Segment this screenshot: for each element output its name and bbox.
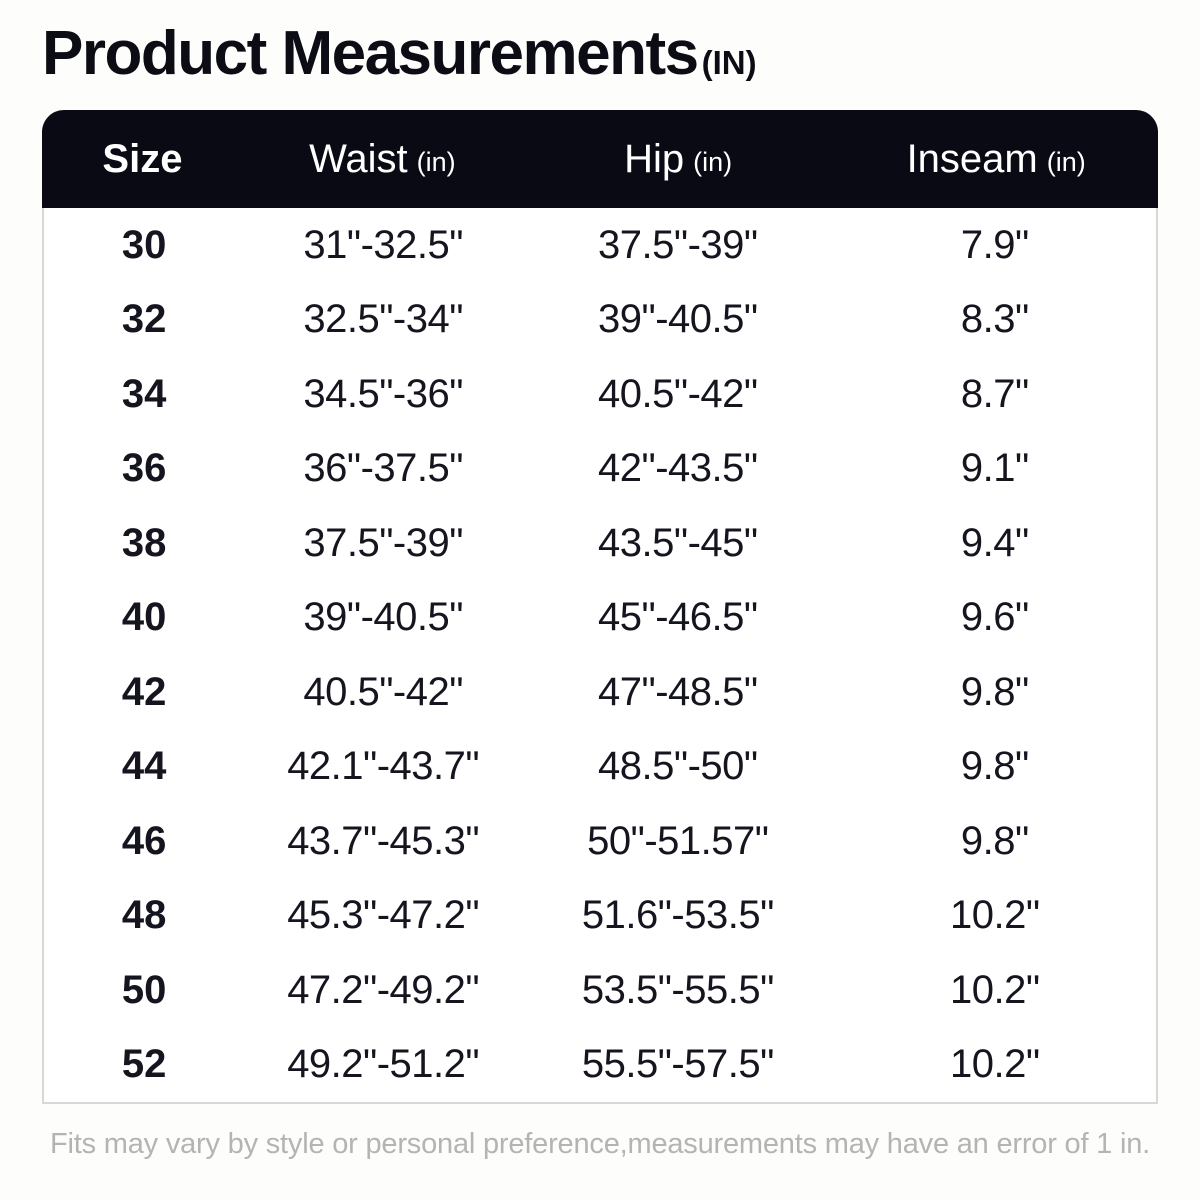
size-cell: 30 [121,222,167,267]
hip-cell: 53.5"-55.5" [581,967,774,1012]
waist-cell: 42.1"-43.7" [287,744,480,789]
waist-cell: 37.5"-39" [303,520,463,565]
inseam-cell: 9.8" [960,744,1029,789]
inseam-cell: 8.3" [960,297,1029,342]
size-cell: 50 [121,967,167,1012]
table-header-row: Size Waist (in) Hip (in) Inseam (in) [42,110,1158,208]
size-cell: 42 [121,669,167,714]
table-row: 30 31"-32.5" 37.5"-39" 7.9" [44,208,1156,283]
inseam-cell: 7.9" [960,222,1029,267]
table-row: 36 36"-37.5" 42"-43.5" 9.1" [44,432,1156,507]
waist-cell: 32.5"-34" [303,297,463,342]
hip-cell: 50"-51.57" [587,818,769,863]
column-unit: (in) [1046,146,1086,177]
table-row: 46 43.7"-45.3" 50"-51.57" 9.8" [44,804,1156,879]
table-row: 38 37.5"-39" 43.5"-45" 9.4" [44,506,1156,581]
waist-cell: 45.3"-47.2" [287,893,480,938]
waist-cell: 40.5"-42" [303,669,463,714]
size-cell: 34 [121,371,167,416]
hip-cell: 39"-40.5" [598,297,758,342]
table-row: 52 49.2"-51.2" 55.5"-57.5" 10.2" [44,1028,1156,1103]
size-cell: 46 [121,818,167,863]
size-cell: 40 [121,595,167,640]
table-row: 44 42.1"-43.7" 48.5"-50" 9.8" [44,730,1156,805]
inseam-cell: 9.8" [960,818,1029,863]
column-label: Hip [624,136,685,181]
hip-cell: 40.5"-42" [598,371,758,416]
waist-cell: 49.2"-51.2" [287,1042,480,1087]
size-cell: 32 [121,297,167,342]
footer-note: Fits may vary by style or personal prefe… [50,1128,1150,1160]
table-row: 34 34.5"-36" 40.5"-42" 8.7" [44,357,1156,432]
inseam-cell: 9.6" [960,595,1029,640]
size-cell: 52 [121,1042,167,1087]
page-title: Product Measurements (IN) [42,18,757,89]
inseam-cell: 9.1" [960,446,1029,491]
size-cell: 44 [121,744,167,789]
column-label: Waist [309,136,408,181]
hip-cell: 47"-48.5" [598,669,758,714]
waist-cell: 34.5"-36" [303,371,463,416]
hip-cell: 45"-46.5" [598,595,758,640]
table-row: 42 40.5"-42" 47"-48.5" 9.8" [44,655,1156,730]
column-header-inseam: Inseam (in) [834,137,1158,182]
size-cell: 38 [121,520,167,565]
hip-cell: 48.5"-50" [598,744,758,789]
size-cell: 48 [121,893,167,938]
waist-cell: 47.2"-49.2" [287,967,480,1012]
column-header-hip: Hip (in) [522,137,834,182]
waist-cell: 43.7"-45.3" [287,818,480,863]
hip-cell: 55.5"-57.5" [581,1042,774,1087]
inseam-cell: 9.8" [960,669,1029,714]
inseam-cell: 8.7" [960,371,1029,416]
waist-cell: 31"-32.5" [303,222,463,267]
inseam-cell: 10.2" [949,893,1040,938]
column-header-waist: Waist (in) [243,137,522,182]
hip-cell: 43.5"-45" [598,520,758,565]
column-header-size: Size [42,137,243,182]
table-row: 50 47.2"-49.2" 53.5"-55.5" 10.2" [44,953,1156,1028]
hip-cell: 42"-43.5" [598,446,758,491]
waist-cell: 39"-40.5" [303,595,463,640]
inseam-cell: 10.2" [949,967,1040,1012]
inseam-cell: 10.2" [949,1042,1040,1087]
hip-cell: 51.6"-53.5" [581,893,774,938]
waist-cell: 36"-37.5" [303,446,463,491]
column-label: Size [102,136,183,181]
table-row: 32 32.5"-34" 39"-40.5" 8.3" [44,283,1156,358]
column-unit: (in) [416,146,456,177]
inseam-cell: 9.4" [960,520,1029,565]
measurements-table: Size Waist (in) Hip (in) Inseam (in) 30 3… [42,110,1158,1104]
page-title-text: Product Measurements [42,19,699,88]
column-unit: (in) [693,146,733,177]
table-body: 30 31"-32.5" 37.5"-39" 7.9" 32 32.5"-34" 39"-4… [42,208,1158,1104]
table-row: 40 39"-40.5" 45"-46.5" 9.6" [44,581,1156,656]
column-label: Inseam [906,136,1038,181]
table-row: 48 45.3"-47.2" 51.6"-53.5" 10.2" [44,879,1156,954]
page-title-unit: (IN) [701,44,757,81]
hip-cell: 37.5"-39" [598,222,758,267]
size-cell: 36 [121,446,167,491]
